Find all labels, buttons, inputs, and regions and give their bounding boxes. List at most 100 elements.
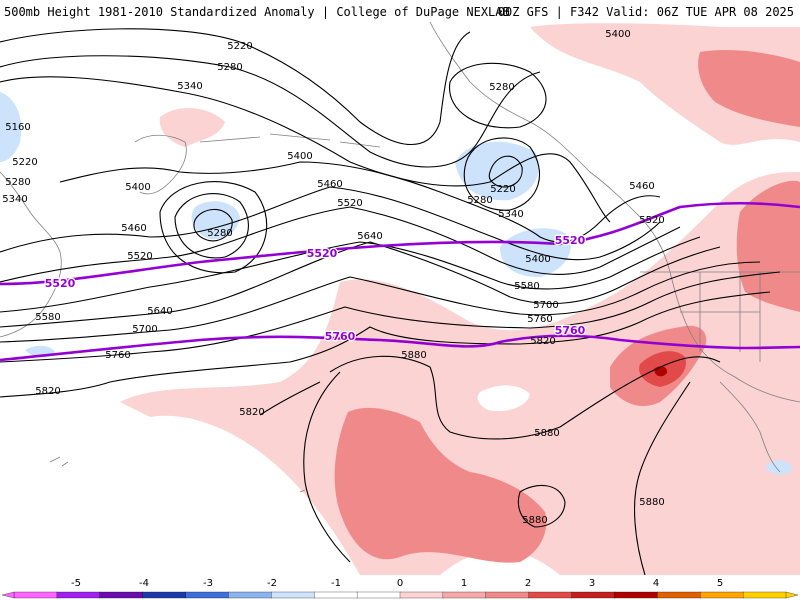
legend-swatch: [142, 591, 187, 599]
anomaly-neg-ca-coast: [765, 460, 792, 475]
baja-coast: [719, 381, 781, 473]
contour-label: 5580: [35, 312, 60, 323]
contour-5880-bulge: [517, 484, 566, 528]
map-title: 500mb Height 1981-2010 Standardized Anom…: [4, 5, 510, 19]
contour-5400-main: [59, 161, 661, 243]
low-kamchatka-3: [159, 181, 268, 274]
legend-swatch: [614, 591, 658, 599]
contour-5700: [0, 261, 761, 343]
contour-5880-east: [634, 381, 691, 575]
legend-tick-label: 1: [461, 578, 467, 589]
contour-label: 5400: [605, 29, 630, 40]
anomaly-pos1-se: [120, 172, 800, 575]
low-goa-2: [463, 137, 540, 211]
contour-5640: [0, 241, 721, 328]
anomaly-neg-gulf-ak: [455, 141, 539, 201]
contour-label: 5880: [534, 428, 559, 439]
climatology-label: 5520: [307, 247, 338, 260]
contour-label: 5400: [525, 254, 550, 265]
contour-5820-west: [259, 381, 321, 416]
contour-label: 5520: [127, 251, 152, 262]
anomaly-pos2-ne: [698, 50, 800, 127]
legend-swatch: [657, 591, 701, 599]
aleutians: [199, 133, 381, 148]
climatology-label: 5760: [325, 330, 356, 343]
legend-swatch: [271, 591, 315, 599]
anomaly-neg-mid: [477, 385, 530, 412]
legend-swatch: [485, 591, 530, 599]
legend-swatch: [56, 591, 101, 599]
legend-tick-label: -5: [71, 578, 81, 589]
model-valid-time: 00Z GFS | F342 Valid: 06Z TUE APR 08 202…: [497, 5, 794, 19]
contour-label: 5760: [527, 314, 552, 325]
legend-tick-label: 0: [397, 578, 403, 589]
contour-label: 5460: [121, 223, 146, 234]
legend-swatch: [399, 591, 444, 599]
contour-5820: [0, 291, 771, 398]
climatology-lines: [0, 201, 800, 362]
legend-swatch: [356, 591, 401, 599]
contour-5760: [0, 271, 781, 363]
coastlines: [0, 22, 800, 493]
alaska-coast: [429, 22, 800, 403]
state-lines: [680, 272, 761, 362]
legend-tick-label: -1: [331, 578, 341, 589]
legend-swatch: [442, 591, 487, 599]
legend-max-arrow: [785, 591, 799, 599]
low-alaska: [449, 62, 547, 129]
contour-5280-north: [0, 55, 541, 168]
contour-label: 5460: [317, 179, 342, 190]
contour-label: 5640: [147, 306, 172, 317]
contour-label: 5880: [401, 350, 426, 361]
anomaly-pos1-nw: [159, 107, 225, 147]
legend-tick-label: 3: [589, 578, 595, 589]
anomaly-neg-kamchatka: [191, 201, 240, 240]
kamchatka-coast: [134, 134, 187, 195]
legend-swatch: [99, 591, 144, 599]
contour-label: 5400: [287, 151, 312, 162]
contour-5580: [0, 236, 701, 313]
legend-tick-label: -4: [139, 578, 149, 589]
climo-5760: [0, 334, 800, 362]
legend-color-bar: [1, 591, 799, 599]
asia-coast: [0, 171, 62, 338]
legend-swatch: [700, 591, 744, 599]
low-kamchatka-2: [193, 208, 233, 242]
contour-label: 5340: [177, 81, 202, 92]
legend-tick-label: 5: [717, 578, 723, 589]
hawaii: [49, 456, 306, 493]
legend-swatch: [528, 591, 573, 599]
legend-swatch: [228, 591, 272, 599]
contour-label: 5340: [498, 209, 523, 220]
color-scale-legend: -5 -4 -3 -2 -1 0 1 2 3 4 5: [1, 578, 799, 599]
contour-5880-main: [329, 355, 721, 440]
legend-tick-label: 4: [653, 578, 659, 589]
contour-label: 5880: [522, 515, 547, 526]
contour-label: 5280: [489, 82, 514, 93]
legend-tick-label: -2: [267, 578, 277, 589]
contour-label: 5820: [530, 336, 555, 347]
contour-label: 5280: [467, 195, 492, 206]
contour-label: 5820: [239, 407, 264, 418]
legend-tick-label: -3: [203, 578, 213, 589]
contour-label: 5280: [217, 62, 242, 73]
legend-swatch: [185, 591, 230, 599]
contour-5460: [0, 186, 661, 261]
contour-label: 5280: [5, 177, 30, 188]
contour-label: 5640: [357, 231, 382, 242]
contour-label: 5700: [533, 300, 558, 311]
anomaly-map: 5220528053405160522052805340540054005460…: [0, 22, 800, 575]
legend-swatch: [314, 591, 358, 599]
contour-label: 5760: [105, 350, 130, 361]
contour-label: 5340: [2, 194, 27, 205]
contour-labels: 5220528053405160522052805340540054005460…: [2, 29, 664, 526]
legend-swatch: [13, 591, 58, 599]
legend-min-arrow: [1, 591, 15, 599]
anomaly-pos2-rockies: [736, 180, 800, 312]
height-contours: [0, 28, 781, 575]
header-bar: 500mb Height 1981-2010 Standardized Anom…: [0, 0, 800, 22]
legend-ticks: -5 -4 -3 -2 -1 0 1 2 3 4 5: [71, 578, 723, 589]
contour-label: 5880: [639, 497, 664, 508]
legend-tick-label: 2: [525, 578, 531, 589]
